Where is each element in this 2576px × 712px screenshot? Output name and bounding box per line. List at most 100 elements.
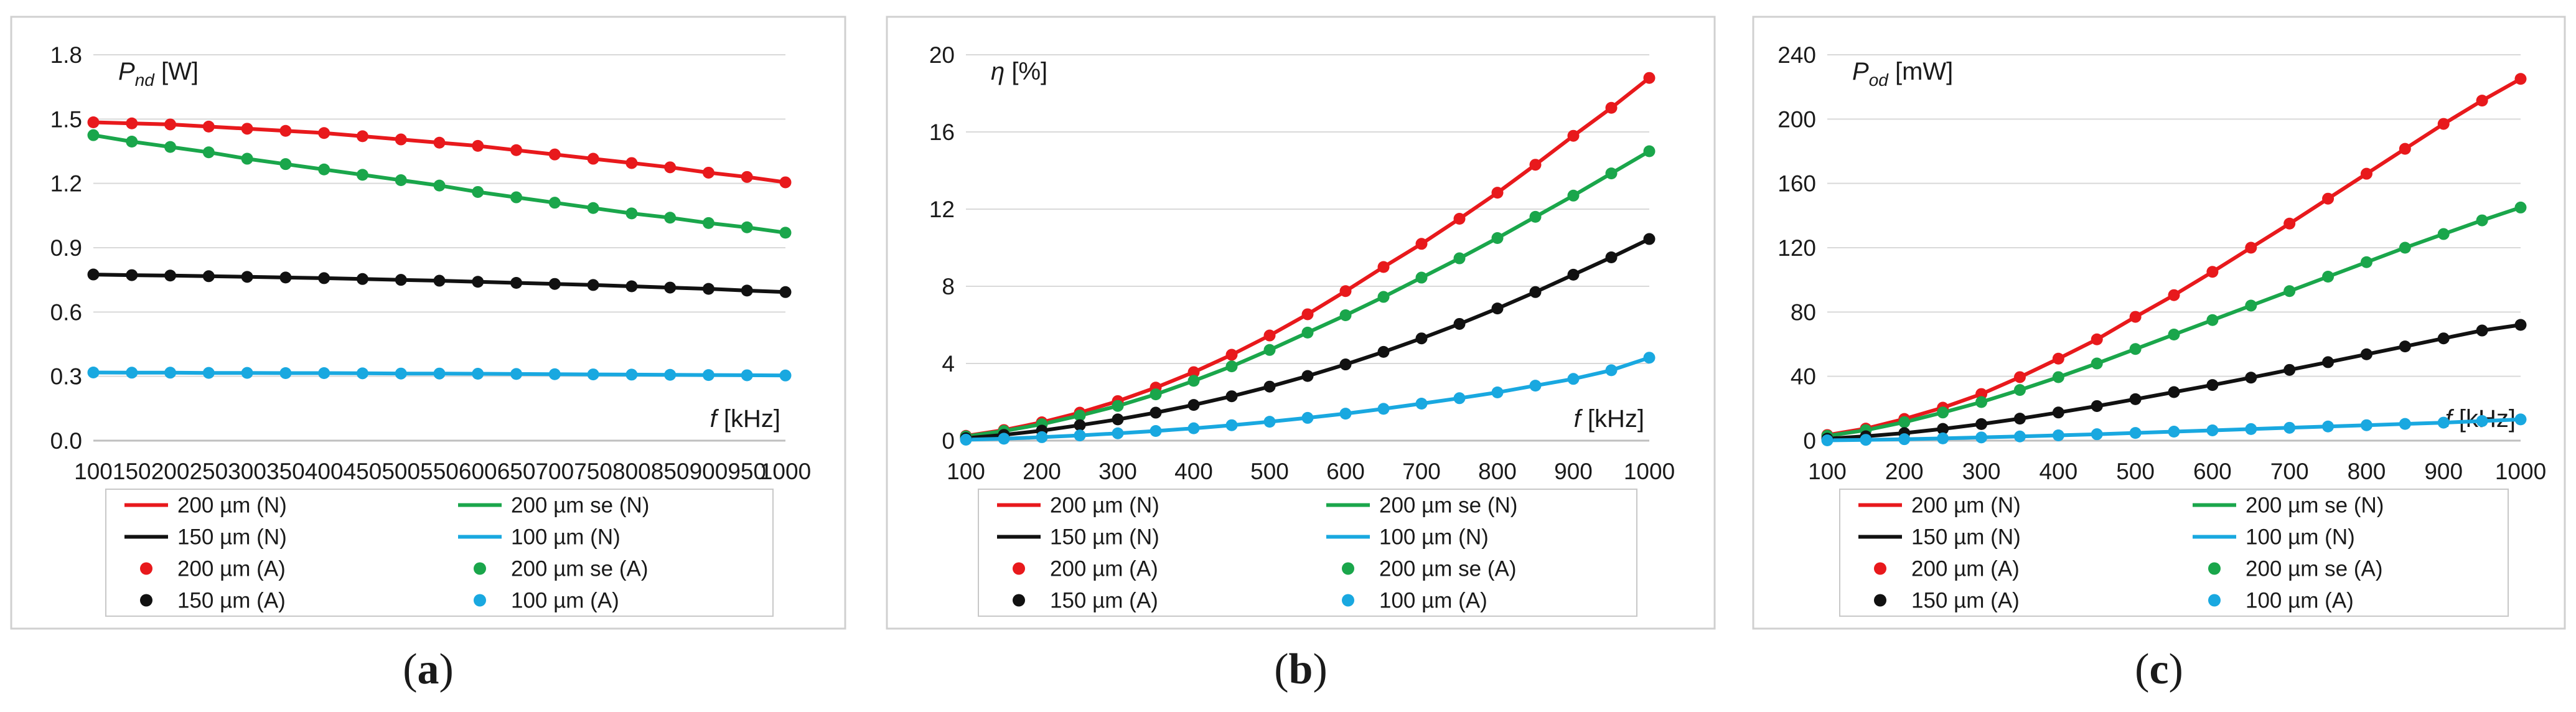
chart-panel-c: 0 40 80 120 160 200 240 100 200 300 400 500 600 700 80… — [1752, 16, 2566, 693]
x-tick-label: 700 — [2270, 459, 2309, 484]
x-tick-label: 650 — [497, 459, 536, 484]
data-point — [2168, 386, 2180, 398]
legend-label: 200 µm (A) — [1050, 557, 1158, 581]
data-point — [587, 152, 599, 165]
data-point — [1605, 364, 1618, 377]
y-tick-label: 0.9 — [50, 235, 82, 261]
data-point — [2514, 413, 2527, 426]
x-tick-label: 200 — [151, 459, 190, 484]
y-axis-unit: [mW] — [1888, 58, 1953, 85]
data-point — [548, 197, 561, 209]
x-tick-label: 900 — [1554, 459, 1593, 484]
data-point — [2322, 192, 2335, 205]
data-point — [664, 368, 677, 381]
data-point — [702, 166, 714, 179]
y-tick-label: 1.2 — [50, 171, 82, 197]
data-point — [2245, 423, 2257, 435]
data-point — [587, 368, 599, 381]
y-tick-label: 4 — [942, 351, 955, 377]
y-tick-label: 0 — [1803, 428, 1816, 454]
data-point — [2399, 340, 2411, 353]
data-point — [2360, 419, 2372, 431]
legend-label: 150 µm (N) — [1911, 525, 2021, 550]
caption-paren: ( — [2135, 645, 2149, 693]
data-point — [1036, 431, 1048, 443]
data-point — [126, 136, 138, 148]
data-point — [279, 271, 292, 284]
data-point — [625, 207, 638, 220]
x-tick-label: 1000 — [1624, 459, 1675, 484]
data-point — [241, 123, 253, 135]
caption-letter: c — [2149, 645, 2168, 693]
data-point — [2283, 217, 2296, 230]
data-point — [1301, 326, 1314, 339]
data-point — [2476, 324, 2488, 337]
data-point — [1643, 352, 1656, 364]
data-point — [279, 124, 292, 137]
data-point — [1377, 291, 1390, 303]
data-point — [1225, 419, 1238, 431]
data-point — [1491, 302, 1504, 315]
data-point — [779, 227, 792, 239]
data-point — [587, 279, 599, 291]
data-point — [164, 118, 177, 131]
data-point — [2437, 416, 2450, 429]
legend-label: 100 µm (N) — [1379, 525, 1489, 550]
x-tick-label: 500 — [382, 459, 420, 484]
data-point — [548, 278, 561, 290]
x-tick-label: 200 — [1885, 459, 1924, 484]
legend-label: 150 µm (N) — [1050, 525, 1159, 550]
data-point — [1074, 429, 1086, 442]
data-point — [1529, 286, 1542, 298]
y-tick-label: 0.0 — [50, 428, 82, 454]
data-point — [625, 157, 638, 169]
data-point — [1187, 366, 1200, 378]
y-axis-symbol: P — [1852, 58, 1869, 85]
data-point — [318, 163, 330, 176]
data-point — [1529, 380, 1542, 392]
data-point — [2437, 228, 2450, 240]
x-tick-label: 600 — [459, 459, 497, 484]
data-point — [202, 367, 215, 379]
x-tick-label: 850 — [651, 459, 690, 484]
data-point — [1377, 403, 1390, 415]
data-point — [472, 185, 484, 198]
y-axis-subscript: od — [1869, 70, 1890, 90]
x-tick-label: 1000 — [760, 459, 811, 484]
data-point — [548, 148, 561, 161]
x-tick-label: 150 — [113, 459, 151, 484]
data-point — [1301, 411, 1314, 424]
legend-marker-swatch — [474, 562, 486, 575]
data-point — [1074, 419, 1086, 431]
y-tick-label: 8 — [942, 274, 955, 299]
data-point — [2322, 420, 2335, 433]
x-tick-label: 400 — [305, 459, 344, 484]
x-tick-label: 450 — [344, 459, 382, 484]
data-point — [472, 276, 484, 288]
y-tick-label: 20 — [929, 42, 955, 68]
legend-label: 100 µm (A) — [511, 589, 619, 613]
data-point — [318, 272, 330, 284]
x-tick-label: 600 — [2193, 459, 2232, 484]
data-point — [1377, 345, 1390, 358]
legend-marker-swatch — [1013, 562, 1025, 575]
data-point — [1225, 360, 1238, 373]
data-point — [126, 117, 138, 129]
caption-paren: ) — [439, 645, 454, 693]
data-point — [2052, 371, 2064, 383]
legend-label: 200 µm se (N) — [511, 494, 649, 518]
data-point — [164, 367, 177, 379]
data-point — [1187, 422, 1200, 434]
data-point — [87, 366, 100, 378]
data-point — [1263, 329, 1276, 342]
legend-marker-swatch — [1013, 594, 1025, 607]
data-point — [2245, 372, 2257, 384]
legend-box — [1839, 489, 2509, 617]
data-point — [2013, 413, 2026, 425]
legend-marker-swatch — [2208, 562, 2221, 575]
y-axis-unit: [%] — [1005, 58, 1047, 85]
legend-label: 150 µm (A) — [1911, 589, 2020, 613]
data-point — [1821, 434, 1834, 446]
chart-panel-b: 0 4 8 12 16 20 100 200 300 400 500 600 700 800 900 1000… — [886, 16, 1716, 693]
data-point — [2476, 95, 2488, 107]
